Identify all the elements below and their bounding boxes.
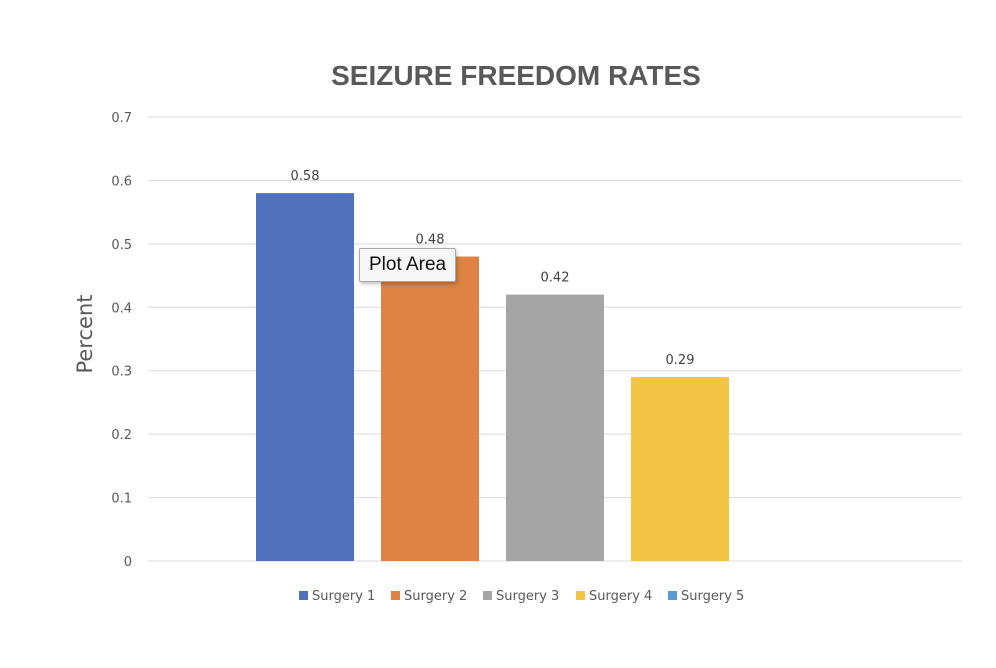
legend-label: Surgery 5 (681, 589, 744, 604)
legend-swatch (576, 591, 585, 600)
legend-item-surgery-3[interactable]: Surgery 3 (483, 589, 559, 604)
y-tick-label: 0.1 (111, 492, 132, 507)
legend-label: Surgery 1 (312, 589, 375, 604)
y-axis-title: Percent (73, 294, 97, 373)
data-label-surgery-2: 0.48 (416, 233, 445, 248)
bar-surgery-2[interactable] (381, 256, 479, 561)
bars[interactable] (256, 193, 729, 561)
bar-surgery-3[interactable] (506, 294, 604, 561)
legend-label: Surgery 3 (496, 589, 559, 604)
chart-title: SEIZURE FREEDOM RATES (331, 60, 701, 91)
legend-swatch (391, 591, 400, 600)
y-tick-label: 0.6 (111, 174, 132, 189)
legend-swatch (299, 591, 308, 600)
y-tick-label: 0.4 (111, 301, 132, 316)
bar-surgery-4[interactable] (631, 377, 729, 561)
legend-swatch (668, 591, 677, 600)
data-label-surgery-3: 0.42 (541, 271, 570, 286)
data-label-surgery-4: 0.29 (666, 353, 695, 368)
legend-label: Surgery 2 (404, 589, 467, 604)
legend[interactable]: Surgery 1 Surgery 2 Surgery 3 Surgery 4 Surg… (299, 589, 744, 604)
legend-label: Surgery 4 (589, 589, 652, 604)
data-label-surgery-1: 0.58 (291, 169, 320, 184)
y-axis-tick-labels: 0 0.1 0.2 0.3 0.4 0.5 0.6 0.7 (111, 111, 132, 570)
data-labels: 0.58 0.48 0.42 0.29 (291, 169, 695, 368)
legend-item-surgery-4[interactable]: Surgery 4 (576, 589, 652, 604)
legend-item-surgery-1[interactable]: Surgery 1 (299, 589, 375, 604)
y-tick-label: 0.2 (111, 428, 132, 443)
y-tick-label: 0 (124, 555, 132, 570)
legend-item-surgery-2[interactable]: Surgery 2 (391, 589, 467, 604)
y-tick-label: 0.7 (111, 111, 132, 126)
y-tick-label: 0.5 (111, 238, 132, 253)
legend-swatch (483, 591, 492, 600)
legend-item-surgery-5[interactable]: Surgery 5 (668, 589, 744, 604)
bar-surgery-1[interactable] (256, 193, 354, 561)
plot-area-tooltip: Plot Area (359, 248, 457, 282)
y-tick-label: 0.3 (111, 365, 132, 380)
